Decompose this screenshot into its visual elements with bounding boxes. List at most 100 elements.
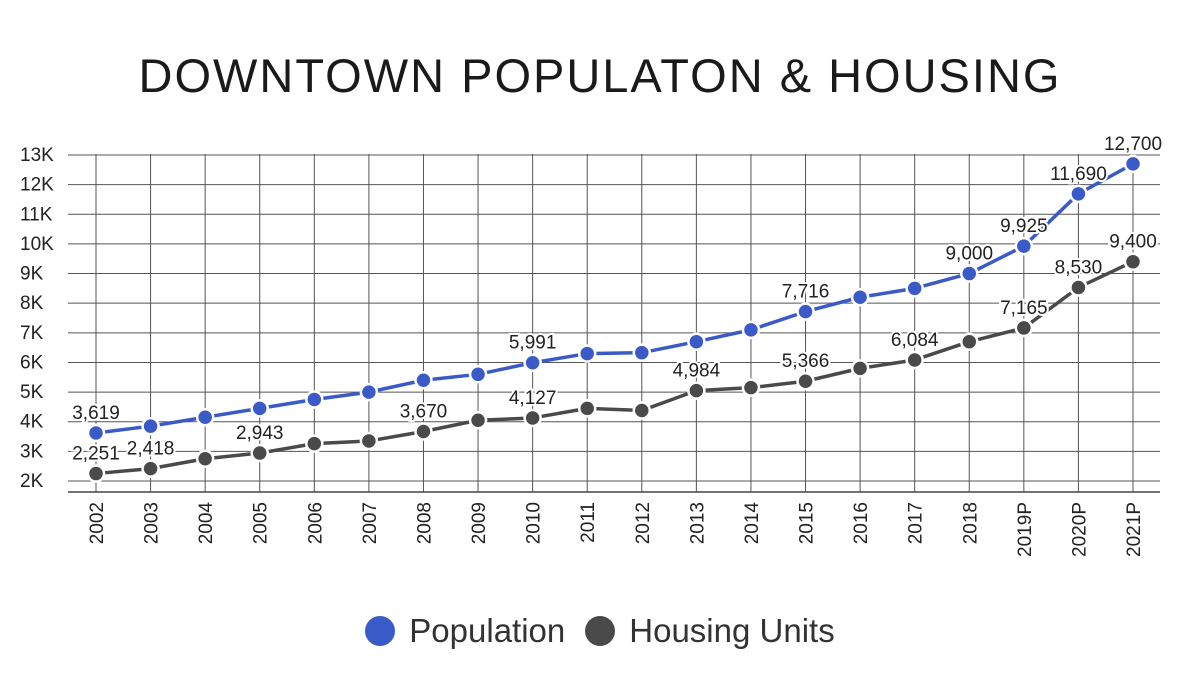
y-tick-label: 9K bbox=[20, 264, 44, 285]
data-point-housing-units bbox=[632, 401, 652, 420]
data-label-housing-units: 2,251 bbox=[72, 444, 120, 465]
data-label-population: 3,619 bbox=[72, 403, 120, 424]
y-tick-label: 8K bbox=[20, 293, 44, 314]
y-tick-label: 3K bbox=[20, 441, 44, 462]
data-point-housing-units bbox=[250, 443, 269, 463]
y-tick-label: 12K bbox=[20, 175, 54, 196]
y-tick-label: 11K bbox=[20, 204, 53, 225]
x-tick-label: 2016 bbox=[851, 502, 872, 544]
x-tick-label: 2007 bbox=[360, 502, 381, 544]
legend-item-housing-units[interactable]: Housing Units bbox=[585, 612, 835, 650]
legend-marker-population bbox=[365, 616, 396, 646]
data-point-housing-units bbox=[577, 399, 597, 418]
data-label-housing-units: 2,943 bbox=[236, 423, 284, 444]
legend-marker-housing-units bbox=[585, 616, 616, 646]
data-point-housing-units bbox=[523, 408, 542, 428]
data-label-housing-units: 8,530 bbox=[1055, 257, 1103, 278]
data-point-population bbox=[632, 343, 652, 362]
x-tick-label: 2018 bbox=[960, 502, 981, 544]
data-point-population bbox=[960, 264, 979, 283]
data-point-population bbox=[141, 416, 160, 436]
data-label-housing-units: 4,984 bbox=[673, 361, 721, 382]
data-point-housing-units bbox=[414, 422, 433, 441]
data-point-housing-units bbox=[359, 431, 379, 451]
legend: Population Housing Units bbox=[0, 612, 1200, 650]
data-label-population: 7,716 bbox=[782, 282, 830, 303]
data-label-housing-units: 6,084 bbox=[891, 330, 939, 351]
data-point-population bbox=[577, 344, 597, 363]
x-tick-label: 2008 bbox=[414, 502, 435, 544]
y-tick-label: 10K bbox=[20, 234, 54, 255]
data-point-population bbox=[359, 382, 379, 402]
data-point-housing-units bbox=[960, 332, 979, 351]
data-label-population: 11,690 bbox=[1050, 164, 1107, 185]
data-point-housing-units bbox=[86, 464, 106, 483]
data-point-housing-units bbox=[1069, 278, 1088, 297]
x-tick-label: 2013 bbox=[687, 502, 708, 544]
data-label-housing-units: 2,418 bbox=[127, 439, 175, 460]
line-chart: 2K 3K 4K 5K 6K 7K 8K 9K 10K 11K 12K 13K 2002 2003 2004… bbox=[20, 132, 1164, 557]
data-label-housing-units: 4,127 bbox=[509, 388, 557, 409]
legend-label-housing-units: Housing Units bbox=[629, 612, 835, 649]
x-tick-label: 2005 bbox=[251, 502, 272, 544]
data-label-housing-units: 5,366 bbox=[782, 351, 830, 372]
x-tick-label: 2020P bbox=[1069, 502, 1090, 557]
data-label-population: 5,991 bbox=[509, 333, 557, 354]
data-label-population: 9,000 bbox=[945, 244, 993, 265]
legend-item-population[interactable]: Population bbox=[365, 612, 565, 650]
data-point-housing-units bbox=[195, 449, 215, 469]
data-point-housing-units bbox=[1014, 318, 1034, 338]
legend-label-population: Population bbox=[409, 612, 566, 649]
x-tick-label: 2004 bbox=[196, 502, 217, 545]
data-point-population bbox=[1069, 184, 1088, 204]
data-point-population bbox=[468, 365, 488, 384]
x-tick-label: 2010 bbox=[524, 502, 545, 544]
data-point-housing-units bbox=[305, 434, 324, 453]
data-point-housing-units bbox=[741, 378, 761, 397]
y-tick-label: 4K bbox=[20, 412, 44, 433]
x-tick-label: 2003 bbox=[142, 502, 163, 544]
y-tick-label: 2K bbox=[20, 471, 44, 492]
x-tick-label: 2015 bbox=[797, 502, 818, 544]
y-tick-label: 5K bbox=[20, 382, 44, 403]
x-tick-label: 2017 bbox=[906, 502, 927, 544]
data-point-housing-units bbox=[796, 371, 815, 391]
x-tick-label: 2014 bbox=[742, 502, 763, 545]
data-point-housing-units bbox=[850, 359, 870, 378]
x-tick-label: 2006 bbox=[305, 502, 326, 544]
chart-title: DOWNTOWN POPULATON & HOUSING bbox=[138, 49, 1062, 102]
data-point-population bbox=[414, 370, 433, 390]
x-tick-label: 2012 bbox=[633, 502, 654, 544]
data-label-housing-units: 3,670 bbox=[400, 402, 448, 423]
data-point-housing-units bbox=[905, 350, 924, 370]
x-tick-label: 2011 bbox=[578, 502, 599, 543]
x-tick-label: 2019P bbox=[1015, 502, 1036, 557]
x-tick-label: 2002 bbox=[87, 502, 108, 544]
data-point-population bbox=[687, 332, 706, 351]
data-point-population bbox=[850, 288, 870, 307]
data-point-population bbox=[250, 399, 269, 418]
data-point-housing-units bbox=[1123, 252, 1143, 271]
data-label-housing-units: 9,400 bbox=[1109, 232, 1157, 253]
x-tick-label: 2009 bbox=[469, 502, 490, 544]
data-point-population bbox=[305, 390, 324, 409]
data-point-housing-units bbox=[687, 381, 706, 400]
data-point-population bbox=[1123, 154, 1143, 174]
data-point-population bbox=[796, 302, 815, 321]
data-label-population: 12,700 bbox=[1104, 134, 1162, 155]
data-point-housing-units bbox=[468, 410, 488, 430]
series-line-population bbox=[95, 162, 1134, 435]
data-point-population bbox=[195, 408, 215, 427]
data-point-population bbox=[523, 353, 542, 372]
data-label-housing-units: 7,165 bbox=[1000, 298, 1048, 319]
data-label-population: 9,925 bbox=[1000, 216, 1048, 237]
data-point-population bbox=[741, 320, 761, 340]
data-point-housing-units bbox=[141, 459, 160, 478]
x-tick-label: 2021P bbox=[1124, 502, 1145, 557]
data-point-population bbox=[1014, 236, 1034, 256]
y-tick-label: 6K bbox=[20, 352, 44, 373]
data-point-population bbox=[86, 423, 106, 443]
y-tick-label: 13K bbox=[20, 145, 54, 166]
data-point-population bbox=[905, 279, 924, 298]
y-tick-label: 7K bbox=[20, 323, 44, 344]
